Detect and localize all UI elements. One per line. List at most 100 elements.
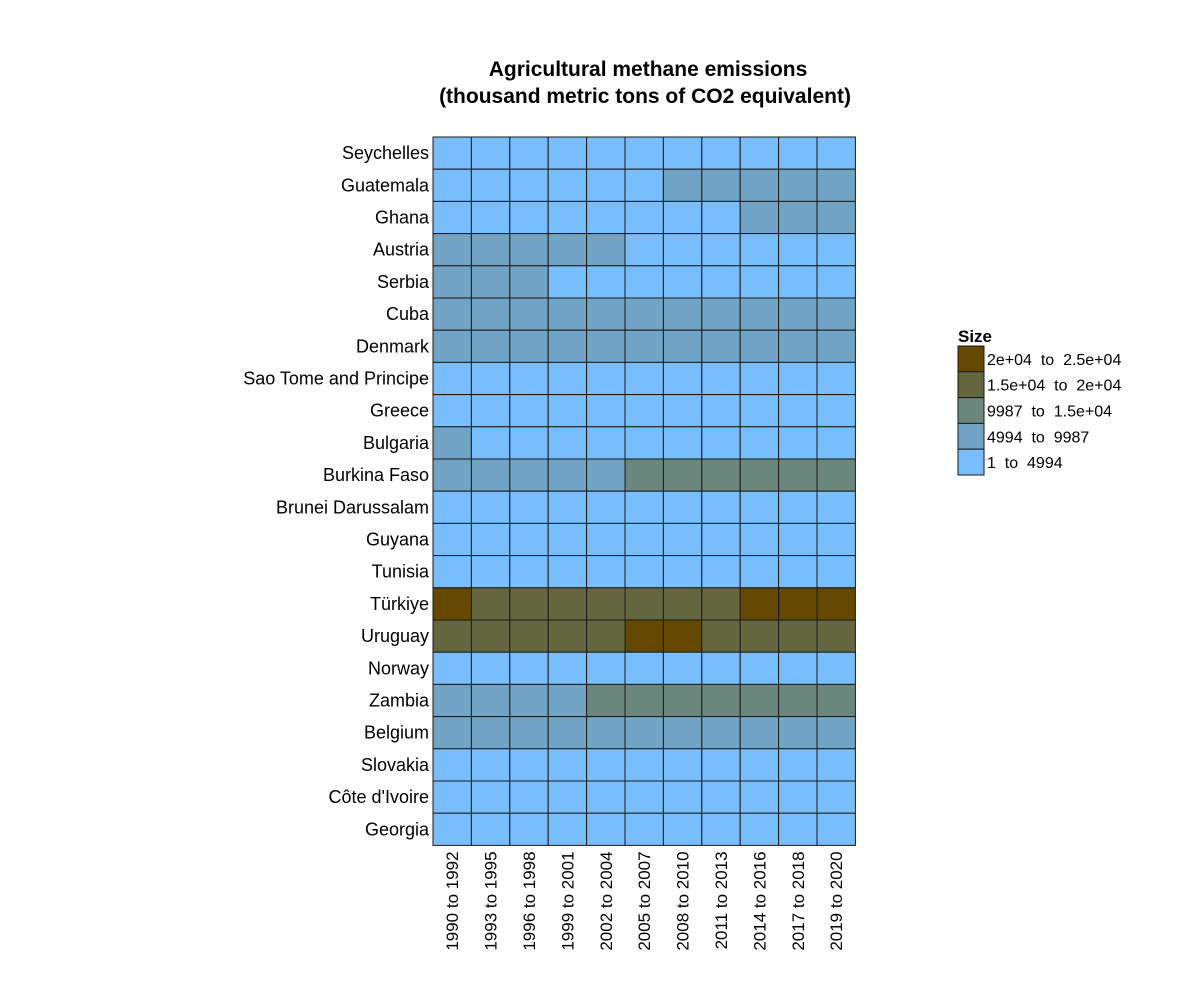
heatmap-cell bbox=[662, 555, 703, 589]
heatmap-cell bbox=[547, 619, 588, 653]
column-label: 2002 to 2004 bbox=[597, 851, 616, 950]
heatmap-cell bbox=[816, 555, 856, 589]
legend-swatch bbox=[957, 448, 985, 476]
heatmap-cell bbox=[739, 329, 780, 363]
heatmap-cell bbox=[662, 812, 703, 846]
heatmap-cell bbox=[701, 458, 741, 492]
heatmap-cell bbox=[470, 780, 511, 814]
heatmap-cell bbox=[816, 780, 856, 814]
heatmap-cell bbox=[701, 587, 741, 621]
heatmap-cell bbox=[778, 651, 818, 685]
chart-title-line-2: (thousand metric tons of CO2 equivalent) bbox=[439, 85, 851, 108]
heatmap-cell bbox=[739, 490, 780, 524]
heatmap-cell bbox=[662, 780, 703, 814]
heatmap-cell bbox=[816, 748, 856, 782]
heatmap-cell bbox=[778, 587, 818, 621]
heatmap-cell bbox=[509, 716, 549, 750]
heatmap-cell bbox=[778, 426, 818, 460]
heatmap-cell bbox=[509, 297, 549, 331]
heatmap-cell bbox=[739, 136, 780, 170]
heatmap-cell bbox=[586, 361, 626, 396]
heatmap-cell bbox=[624, 200, 664, 235]
heatmap-cell bbox=[586, 200, 626, 235]
heatmap-cell bbox=[432, 490, 472, 524]
heatmap-cell bbox=[701, 168, 741, 202]
heatmap-cell bbox=[662, 651, 703, 685]
heatmap-cell bbox=[470, 426, 511, 460]
row-label: Brunei Darussalam bbox=[276, 497, 429, 517]
heatmap-cell bbox=[547, 683, 588, 718]
heatmap-cell bbox=[432, 168, 472, 202]
heatmap-cell bbox=[701, 136, 741, 170]
legend-label: 4994 to 9987 bbox=[987, 429, 1089, 446]
heatmap-cell bbox=[739, 716, 780, 750]
row-label: Serbia bbox=[377, 272, 430, 292]
heatmap-cell bbox=[739, 683, 780, 718]
heatmap-cell bbox=[778, 555, 818, 589]
heatmap-cells bbox=[432, 136, 856, 846]
heatmap-cell bbox=[547, 168, 588, 202]
heatmap-cell bbox=[470, 394, 511, 428]
heatmap-cell bbox=[701, 555, 741, 589]
heatmap-cell bbox=[470, 361, 511, 396]
heatmap-cell bbox=[470, 748, 511, 782]
heatmap-cell bbox=[701, 233, 741, 267]
heatmap-cell bbox=[816, 168, 856, 202]
heatmap-cell bbox=[701, 522, 741, 557]
column-label: 2008 to 2010 bbox=[674, 851, 693, 950]
legend-label: 9987 to 1.5e+04 bbox=[987, 404, 1112, 421]
heatmap-cell bbox=[662, 426, 703, 460]
heatmap-cell bbox=[624, 490, 664, 524]
heatmap-cell bbox=[816, 458, 856, 492]
heatmap-cell bbox=[470, 458, 511, 492]
heatmap-cell bbox=[739, 651, 780, 685]
heatmap-cell bbox=[701, 361, 741, 396]
heatmap-cell bbox=[662, 587, 703, 621]
row-label: Slovakia bbox=[361, 755, 430, 775]
heatmap-cell bbox=[586, 168, 626, 202]
column-label: 2005 to 2007 bbox=[635, 851, 654, 950]
heatmap-cell bbox=[662, 136, 703, 170]
heatmap-cell bbox=[470, 683, 511, 718]
heatmap-cell bbox=[624, 651, 664, 685]
heatmap-cell bbox=[624, 297, 664, 331]
heatmap-cell bbox=[509, 619, 549, 653]
column-label: 2019 to 2020 bbox=[827, 851, 846, 950]
heatmap-cell bbox=[432, 361, 472, 396]
heatmap-cell bbox=[547, 490, 588, 524]
heatmap-cell bbox=[701, 329, 741, 363]
heatmap-cell bbox=[509, 651, 549, 685]
heatmap-cell bbox=[509, 426, 549, 460]
row-label: Guyana bbox=[366, 530, 430, 550]
heatmap-cell bbox=[432, 458, 472, 492]
heatmap-cell bbox=[701, 683, 741, 718]
heatmap-cell bbox=[778, 780, 818, 814]
heatmap-cell bbox=[662, 394, 703, 428]
heatmap-cell bbox=[816, 812, 856, 846]
heatmap-cell bbox=[509, 233, 549, 267]
heatmap-cell bbox=[624, 780, 664, 814]
heatmap-cell bbox=[816, 522, 856, 557]
heatmap-cell bbox=[509, 587, 549, 621]
heatmap-cell bbox=[662, 683, 703, 718]
heatmap-cell bbox=[509, 394, 549, 428]
row-label: Denmark bbox=[356, 336, 430, 356]
heatmap-cell bbox=[662, 522, 703, 557]
heatmap-cell bbox=[739, 297, 780, 331]
heatmap-cell bbox=[432, 233, 472, 267]
heatmap-cell bbox=[739, 619, 780, 653]
heatmap-cell bbox=[739, 748, 780, 782]
heatmap-cell bbox=[586, 265, 626, 299]
heatmap-cell bbox=[778, 297, 818, 331]
heatmap-cell bbox=[586, 587, 626, 621]
legend-label: 2e+04 to 2.5e+04 bbox=[987, 352, 1121, 369]
heatmap-cell bbox=[547, 297, 588, 331]
heatmap-cell bbox=[547, 587, 588, 621]
heatmap-cell bbox=[586, 490, 626, 524]
heatmap-cell bbox=[432, 812, 472, 846]
legend-swatch bbox=[957, 397, 985, 424]
heatmap-cell bbox=[470, 555, 511, 589]
heatmap-cell bbox=[586, 683, 626, 718]
row-label: Greece bbox=[370, 401, 429, 421]
heatmap-cell bbox=[470, 619, 511, 653]
